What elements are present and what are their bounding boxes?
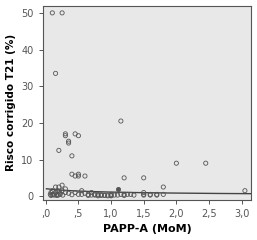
Point [63, 134, 67, 138]
Point [89, 191, 94, 194]
Point [76, 134, 80, 138]
Point [148, 193, 152, 197]
Point [119, 119, 123, 123]
Point [174, 161, 178, 165]
Point [55, 192, 59, 196]
Point [63, 191, 67, 194]
Point [70, 193, 74, 197]
Point [73, 132, 77, 136]
Point [109, 193, 113, 197]
Point [67, 139, 71, 143]
Point [49, 191, 53, 194]
Point [60, 183, 64, 187]
Point [53, 191, 58, 194]
Point [60, 189, 64, 193]
Point [155, 192, 159, 196]
Point [96, 194, 100, 198]
Point [243, 189, 247, 193]
Point [50, 189, 54, 193]
Point [76, 172, 80, 176]
Point [119, 192, 123, 196]
Point [93, 192, 97, 196]
Point [103, 193, 107, 197]
Point [60, 11, 64, 15]
Point [76, 174, 80, 178]
Point [67, 191, 71, 195]
Point [132, 193, 136, 197]
Point [125, 192, 130, 196]
Point [80, 192, 84, 196]
Point [48, 192, 52, 196]
Point [73, 191, 77, 194]
Point [142, 192, 146, 196]
Point [76, 192, 80, 196]
Point [86, 193, 90, 197]
Point [57, 185, 61, 189]
Point [52, 192, 56, 196]
Point [161, 185, 165, 189]
Point [53, 185, 58, 189]
Point [109, 192, 113, 196]
Point [52, 193, 56, 197]
Point [86, 192, 90, 196]
Point [89, 193, 94, 197]
Point [99, 193, 103, 197]
Point [63, 187, 67, 191]
Point [99, 193, 103, 197]
Point [106, 193, 110, 197]
Point [57, 149, 61, 152]
Point [155, 193, 159, 197]
Point [142, 191, 146, 194]
Point [109, 194, 113, 198]
Point [61, 193, 65, 197]
Point [50, 11, 54, 15]
X-axis label: PAPP-A (MoM): PAPP-A (MoM) [103, 224, 191, 234]
Point [55, 193, 59, 197]
Point [56, 189, 60, 193]
Point [70, 154, 74, 158]
Point [67, 141, 71, 145]
Point [58, 191, 62, 195]
Point [128, 192, 133, 196]
Point [122, 176, 126, 180]
Point [70, 172, 74, 176]
Point [73, 174, 77, 178]
Point [204, 161, 208, 165]
Y-axis label: Risco corrigido T21 (%): Risco corrigido T21 (%) [6, 34, 16, 171]
Point [49, 193, 53, 197]
Point [142, 176, 146, 180]
Point [50, 193, 54, 197]
Point [83, 191, 87, 195]
Point [148, 192, 152, 196]
Point [83, 174, 87, 178]
Point [96, 193, 100, 197]
Point [116, 193, 120, 197]
Point [58, 192, 62, 196]
Point [142, 193, 146, 197]
Point [122, 192, 126, 196]
Point [57, 190, 61, 194]
Point [53, 72, 58, 75]
Point [161, 192, 165, 196]
Point [103, 193, 107, 197]
Point [80, 189, 84, 193]
Point [122, 193, 126, 197]
Point [56, 193, 60, 197]
Point [96, 192, 100, 196]
Point [106, 194, 110, 198]
Point [116, 187, 120, 191]
Point [93, 193, 97, 197]
Point [112, 193, 116, 197]
Point [63, 132, 67, 136]
